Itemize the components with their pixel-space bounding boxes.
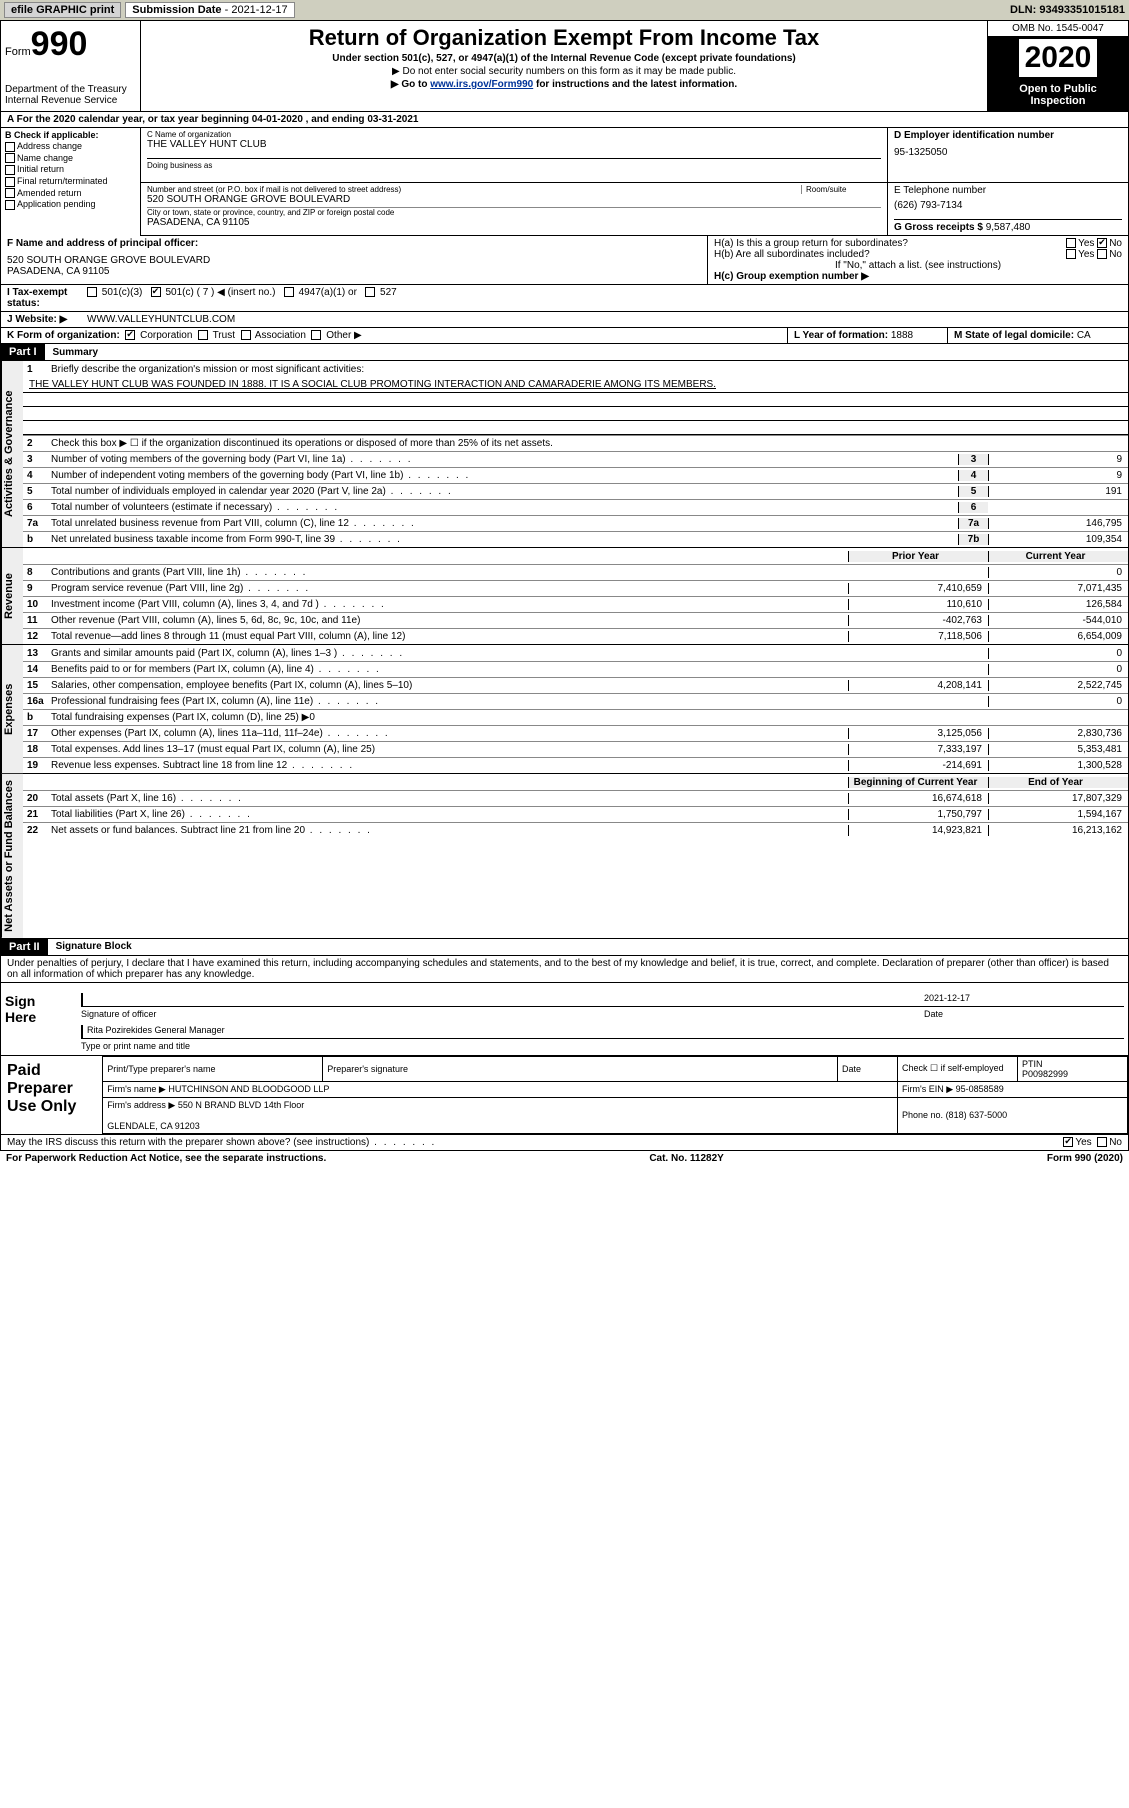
box-b: B Check if applicable: Address change Na… xyxy=(1,128,141,236)
public-inspection: Open to Public Inspection xyxy=(988,79,1128,111)
top-bar: efile GRAPHIC print Submission Date - 20… xyxy=(0,0,1129,20)
box-h: H(a) Is this a group return for subordin… xyxy=(708,236,1128,284)
part1-header: Part I Summary xyxy=(0,344,1129,361)
submission-date: Submission Date - 2021-12-17 xyxy=(125,2,294,18)
part2-header: Part II Signature Block xyxy=(0,939,1129,956)
perjury-text: Under penalties of perjury, I declare th… xyxy=(0,956,1129,983)
page-footer: For Paperwork Reduction Act Notice, see … xyxy=(0,1151,1129,1166)
sidetab-net: Net Assets or Fund Balances xyxy=(1,774,23,938)
header-title-block: Return of Organization Exempt From Incom… xyxy=(141,21,988,111)
sign-here-block: Sign Here 2021-12-17 Signature of office… xyxy=(0,983,1129,1056)
omb-no: OMB No. 1545-0047 xyxy=(988,21,1128,37)
form-id-block: Form990 Department of the Treasury Inter… xyxy=(1,21,141,111)
irs-link[interactable]: www.irs.gov/Form990 xyxy=(430,79,533,90)
section-governance: Activities & Governance 1Briefly describ… xyxy=(0,361,1129,548)
paid-preparer-block: Paid Preparer Use Only Print/Type prepar… xyxy=(0,1056,1129,1135)
row-j: J Website: ▶ WWW.VALLEYHUNTCLUB.COM xyxy=(0,312,1129,328)
section-expenses: Expenses 13Grants and similar amounts pa… xyxy=(0,645,1129,774)
section-net-assets: Net Assets or Fund Balances Beginning of… xyxy=(0,774,1129,939)
dln: DLN: 93493351015181 xyxy=(1010,4,1125,16)
row-klm: K Form of organization: Corporation Trus… xyxy=(0,328,1129,344)
form-title: Return of Organization Exempt From Incom… xyxy=(149,25,979,51)
header-sub1: Under section 501(c), 527, or 4947(a)(1)… xyxy=(149,53,979,64)
section-revenue: Revenue Prior YearCurrent Year 8Contribu… xyxy=(0,548,1129,645)
sidetab-revenue: Revenue xyxy=(1,548,23,644)
header-right-block: OMB No. 1545-0047 2020 Open to Public In… xyxy=(988,21,1128,111)
tax-year: 2020 xyxy=(988,37,1128,79)
header-sub2: ▶ Do not enter social security numbers o… xyxy=(149,66,979,77)
row-a-period: A For the 2020 calendar year, or tax yea… xyxy=(0,112,1129,128)
website-value: WWW.VALLEYHUNTCLUB.COM xyxy=(81,312,241,327)
sidetab-governance: Activities & Governance xyxy=(1,361,23,547)
box-c-address: Number and street (or P.O. box if mail i… xyxy=(141,183,888,235)
entity-info-grid: B Check if applicable: Address change Na… xyxy=(0,128,1129,236)
box-f: F Name and address of principal officer:… xyxy=(1,236,708,284)
row-f-h: F Name and address of principal officer:… xyxy=(0,236,1129,285)
box-c-name: C Name of organization THE VALLEY HUNT C… xyxy=(141,128,888,182)
row-i: I Tax-exempt status: 501(c)(3) 501(c) ( … xyxy=(0,285,1129,312)
box-d: D Employer identification number 95-1325… xyxy=(888,128,1128,182)
discuss-row: May the IRS discuss this return with the… xyxy=(0,1135,1129,1151)
efile-button[interactable]: efile GRAPHIC print xyxy=(4,2,121,18)
form-header: Form990 Department of the Treasury Inter… xyxy=(0,20,1129,112)
box-e-g: E Telephone number (626) 793-7134 G Gros… xyxy=(888,183,1128,235)
header-link-line: ▶ Go to www.irs.gov/Form990 for instruct… xyxy=(149,79,979,90)
mission-text: THE VALLEY HUNT CLUB WAS FOUNDED IN 1888… xyxy=(23,377,1128,393)
sidetab-expenses: Expenses xyxy=(1,645,23,773)
